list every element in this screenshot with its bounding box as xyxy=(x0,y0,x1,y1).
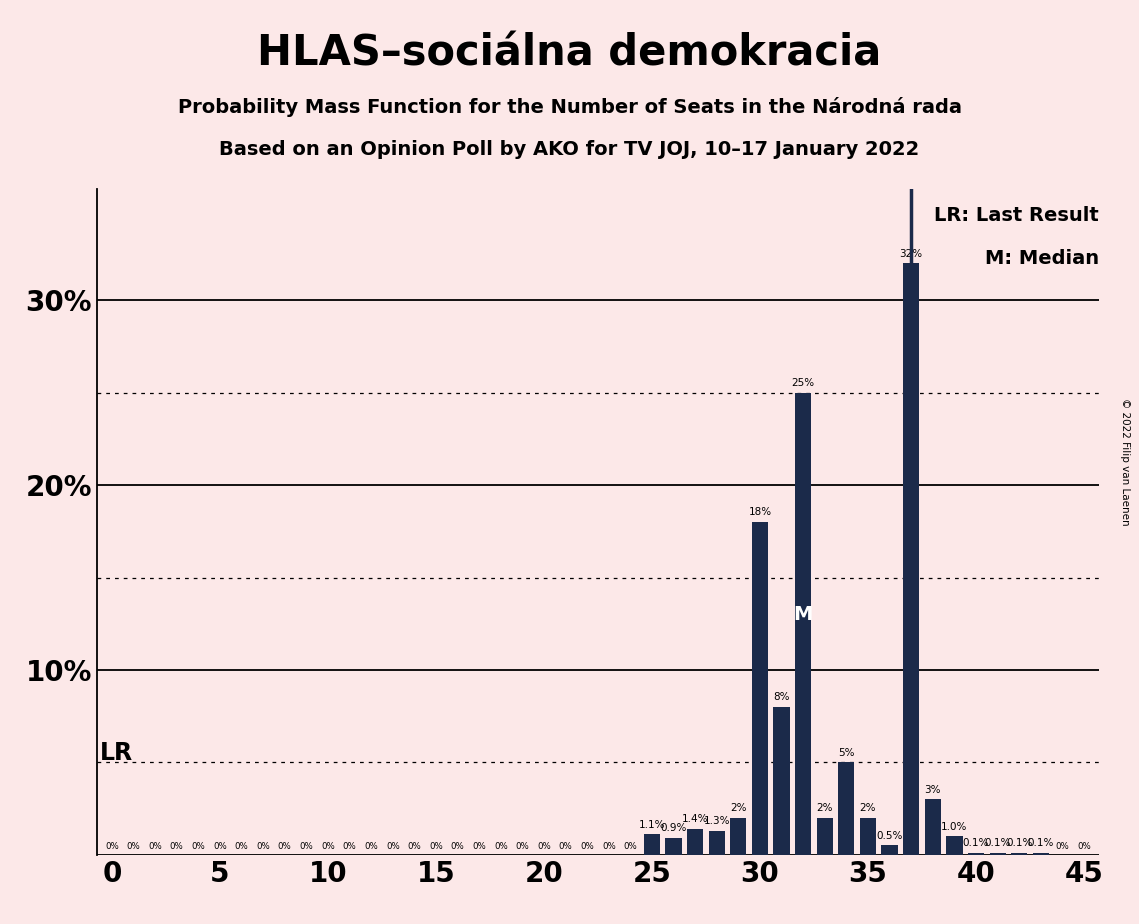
Text: 0%: 0% xyxy=(1056,843,1070,851)
Text: 0%: 0% xyxy=(580,843,595,851)
Text: 0%: 0% xyxy=(300,843,313,851)
Text: 0%: 0% xyxy=(213,843,227,851)
Text: 2%: 2% xyxy=(817,803,833,813)
Bar xyxy=(773,707,789,855)
Text: 1.0%: 1.0% xyxy=(941,821,968,832)
Text: 0%: 0% xyxy=(623,843,637,851)
Text: 0%: 0% xyxy=(1077,843,1091,851)
Text: 0%: 0% xyxy=(451,843,465,851)
Text: 0.5%: 0.5% xyxy=(876,831,903,841)
Bar xyxy=(925,799,941,855)
Text: 0.1%: 0.1% xyxy=(1027,838,1054,848)
Bar xyxy=(665,838,681,855)
Text: 0%: 0% xyxy=(235,843,248,851)
Text: LR: LR xyxy=(100,741,133,765)
Text: 0%: 0% xyxy=(256,843,270,851)
Text: 0.1%: 0.1% xyxy=(984,838,1010,848)
Bar xyxy=(990,853,1006,855)
Text: 1.1%: 1.1% xyxy=(639,820,665,830)
Bar xyxy=(947,836,962,855)
Text: 0%: 0% xyxy=(191,843,205,851)
Bar xyxy=(838,762,854,855)
Text: 1.3%: 1.3% xyxy=(704,816,730,826)
Bar xyxy=(1011,853,1027,855)
Text: 2%: 2% xyxy=(860,803,876,813)
Text: 18%: 18% xyxy=(748,507,771,517)
Text: 0%: 0% xyxy=(429,843,443,851)
Text: 0%: 0% xyxy=(538,843,551,851)
Text: 8%: 8% xyxy=(773,692,789,702)
Text: 1.4%: 1.4% xyxy=(682,814,708,824)
Text: 0%: 0% xyxy=(516,843,530,851)
Text: 0%: 0% xyxy=(170,843,183,851)
Text: HLAS–sociálna demokracia: HLAS–sociálna demokracia xyxy=(257,32,882,74)
Text: 0%: 0% xyxy=(473,843,486,851)
Text: 32%: 32% xyxy=(900,249,923,259)
Bar xyxy=(882,845,898,855)
Text: 0%: 0% xyxy=(601,843,616,851)
Bar xyxy=(644,834,661,855)
Text: 0%: 0% xyxy=(321,843,335,851)
Text: 0%: 0% xyxy=(343,843,357,851)
Text: 0%: 0% xyxy=(126,843,140,851)
Bar xyxy=(795,393,811,855)
Bar xyxy=(708,831,724,855)
Text: 0%: 0% xyxy=(408,843,421,851)
Bar xyxy=(860,818,876,855)
Text: M: M xyxy=(794,605,813,624)
Text: 3%: 3% xyxy=(925,784,941,795)
Text: 0%: 0% xyxy=(559,843,573,851)
Text: 0.9%: 0.9% xyxy=(661,823,687,833)
Text: Based on an Opinion Poll by AKO for TV JOJ, 10–17 January 2022: Based on an Opinion Poll by AKO for TV J… xyxy=(220,140,919,160)
Text: 0%: 0% xyxy=(386,843,400,851)
Text: 0.1%: 0.1% xyxy=(1006,838,1032,848)
Text: 0%: 0% xyxy=(278,843,292,851)
Text: Probability Mass Function for the Number of Seats in the Národná rada: Probability Mass Function for the Number… xyxy=(178,97,961,117)
Text: © 2022 Filip van Laenen: © 2022 Filip van Laenen xyxy=(1121,398,1130,526)
Text: 0.1%: 0.1% xyxy=(962,838,989,848)
Text: LR: Last Result: LR: Last Result xyxy=(934,206,1099,225)
Text: 0%: 0% xyxy=(364,843,378,851)
Text: 2%: 2% xyxy=(730,803,747,813)
Bar xyxy=(968,853,984,855)
Text: 0%: 0% xyxy=(105,843,118,851)
Text: 5%: 5% xyxy=(838,748,854,758)
Bar xyxy=(687,829,703,855)
Bar xyxy=(752,522,768,855)
Text: M: Median: M: Median xyxy=(985,249,1099,268)
Text: 25%: 25% xyxy=(792,378,814,388)
Bar xyxy=(730,818,746,855)
Bar xyxy=(903,263,919,855)
Bar xyxy=(1033,853,1049,855)
Bar xyxy=(817,818,833,855)
Text: 0%: 0% xyxy=(494,843,508,851)
Text: 0%: 0% xyxy=(148,843,162,851)
